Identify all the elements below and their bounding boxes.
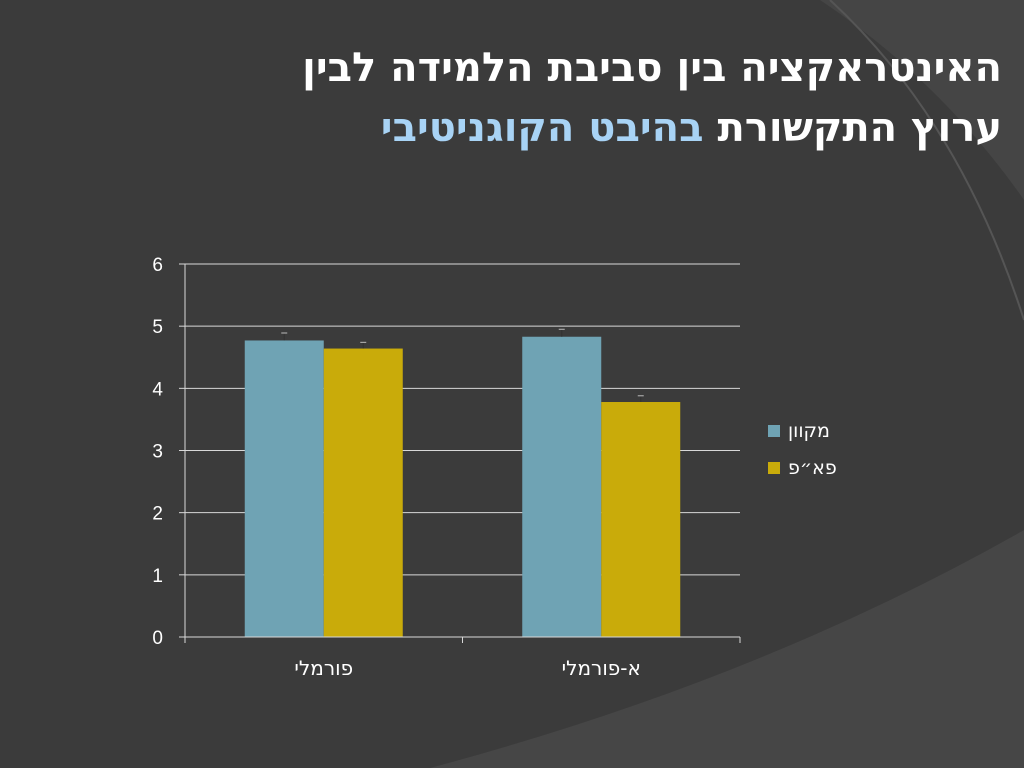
- axis-labels: 0 1 2 3 4 5 6 פורמלי א-פורמלי: [152, 255, 640, 680]
- legend-label: פא״פ: [788, 457, 837, 479]
- title-line-1: האינטראקציה בין סביבת הלמידה לבין: [302, 45, 1002, 91]
- y-tick-label: 2: [152, 504, 163, 525]
- bar-1-0: [323, 348, 403, 637]
- axes: [179, 263, 741, 643]
- legend-swatch: [768, 425, 780, 437]
- y-tick-label: 0: [152, 628, 163, 649]
- y-tick-label: 6: [152, 255, 163, 276]
- y-tick-label: 4: [152, 379, 163, 400]
- slide-title: האינטראקציה בין סביבת הלמידה לבין ערוץ ה…: [22, 38, 1002, 158]
- x-category-label: א-פורמלי: [562, 656, 641, 680]
- bar-0-1: [522, 336, 602, 637]
- bars: [244, 328, 681, 637]
- title-line-2-accent: בהיבט הקוגניטיבי: [380, 105, 704, 151]
- legend: מקוון פא״פ: [768, 420, 837, 479]
- y-tick-label: 5: [152, 317, 163, 338]
- x-category-label: פורמלי: [294, 656, 353, 680]
- title-line-2: ערוץ התקשורת בהיבט הקוגניטיבי: [22, 98, 1002, 158]
- y-tick-label: 3: [152, 442, 163, 463]
- legend-swatch: [768, 462, 780, 474]
- title-line-2-plain: ערוץ התקשורת: [717, 105, 1002, 151]
- legend-label: מקוון: [788, 420, 830, 442]
- bar-1-1: [601, 402, 681, 637]
- bar-0-0: [244, 340, 324, 637]
- y-tick-label: 1: [152, 566, 163, 587]
